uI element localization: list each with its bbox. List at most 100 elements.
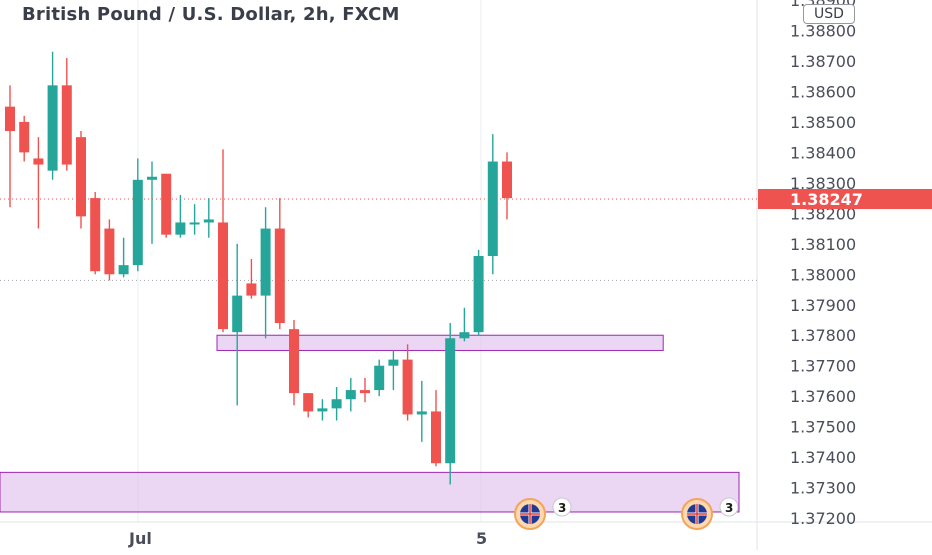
candle-body: [33, 158, 44, 165]
event-count: 3: [725, 501, 733, 515]
candle-body: [416, 411, 427, 415]
candles: [5, 51, 512, 485]
candle: [147, 161, 157, 244]
candle: [445, 323, 456, 485]
candle-body: [374, 365, 385, 391]
candle-body: [388, 359, 399, 366]
candle: [203, 198, 214, 238]
price-axis: 1.389001.388001.387001.386001.385001.384…: [758, 0, 932, 528]
candle: [76, 131, 86, 229]
price-tick-label: 1.38700: [790, 52, 856, 71]
candle: [5, 85, 15, 208]
candle-body: [175, 222, 186, 235]
candle: [218, 149, 228, 333]
price-tick-label: 1.37700: [790, 357, 856, 376]
candle-body: [61, 85, 72, 165]
candle: [61, 57, 72, 171]
resistance-zone-upper: [216, 334, 664, 351]
candle: [33, 137, 44, 229]
candle-body: [203, 219, 214, 223]
price-tick-label: 1.38000: [790, 265, 856, 284]
candle-body: [459, 332, 470, 339]
candle-body: [19, 121, 30, 153]
candle-body: [189, 222, 200, 225]
candle-body: [445, 338, 456, 464]
price-tick-label: 1.38600: [790, 82, 856, 101]
candle: [331, 387, 342, 421]
candle-body: [246, 283, 257, 296]
price-tick-label: 1.37300: [790, 479, 856, 498]
candle-body: [76, 137, 86, 217]
candle-body: [161, 173, 172, 235]
candle: [416, 380, 427, 442]
candle: [175, 195, 186, 238]
candle-body: [132, 179, 143, 266]
candle-body: [317, 408, 328, 412]
candle: [132, 158, 143, 272]
candle: [360, 377, 370, 403]
price-tick-label: 1.37200: [790, 509, 856, 528]
price-tick-label: 1.38300: [790, 174, 856, 193]
currency-button[interactable]: USD: [803, 4, 855, 24]
candle-body: [431, 411, 441, 464]
time-tick-label: Jul: [128, 529, 152, 548]
price-tick-label: 1.37500: [790, 418, 856, 437]
price-tick-label: 1.38100: [790, 235, 856, 254]
candle-body: [303, 393, 314, 412]
candle-body: [260, 228, 271, 296]
time-tick-label: 5: [476, 529, 487, 548]
candle-body: [289, 329, 299, 394]
price-tick-label: 1.38400: [790, 143, 856, 162]
price-tick-label: 1.38500: [790, 113, 856, 132]
candle: [303, 393, 314, 418]
price-tick-label: 1.37400: [790, 448, 856, 467]
candle: [47, 51, 58, 180]
candle-body: [5, 106, 15, 132]
time-axis: Jul 5: [128, 529, 487, 548]
price-zones: [0, 334, 740, 513]
candle-body: [473, 255, 484, 333]
price-tick-label: 1.37900: [790, 296, 856, 315]
candle: [459, 307, 470, 342]
candle-body: [502, 161, 512, 199]
candle: [104, 219, 115, 281]
candle: [90, 191, 101, 275]
candle: [260, 207, 271, 339]
candle: [189, 204, 200, 235]
candle-body: [274, 228, 285, 324]
price-tick-label: 1.37600: [790, 387, 856, 406]
candle: [487, 134, 498, 275]
candle: [161, 173, 172, 238]
candle-body: [104, 228, 115, 275]
candle: [502, 152, 512, 220]
chart-title: British Pound / U.S. Dollar, 2h, FXCM: [22, 4, 400, 25]
candle-body: [147, 176, 157, 180]
support-zone-lower: [0, 471, 740, 513]
last-price-badge: [758, 189, 932, 210]
candle-body: [218, 222, 228, 330]
uk-flag-event-2[interactable]: 3: [681, 497, 739, 530]
candle: [289, 319, 299, 406]
candle: [374, 359, 385, 397]
candle: [473, 249, 484, 336]
candle: [274, 198, 285, 330]
last-price-label: 1.38247: [790, 190, 863, 209]
candle: [402, 344, 413, 421]
candle: [246, 259, 257, 299]
candle: [232, 243, 243, 406]
candle-body: [402, 359, 413, 415]
candle: [118, 237, 129, 278]
event-count: 3: [558, 501, 566, 515]
candle: [317, 399, 328, 421]
uk-flag-event-1[interactable]: 3: [514, 497, 572, 530]
candle-body: [360, 390, 370, 394]
event-count-badge: [719, 497, 739, 517]
candle: [345, 377, 356, 412]
price-tick-label: 1.38800: [790, 21, 856, 40]
candle: [431, 390, 441, 467]
candle-body: [118, 265, 129, 275]
price-tick-label: 1.38200: [790, 204, 856, 223]
